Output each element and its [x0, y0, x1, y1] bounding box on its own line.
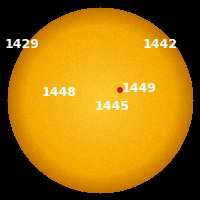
Text: 1445: 1445	[95, 100, 130, 114]
Text: 1449: 1449	[122, 82, 157, 95]
Text: 1442: 1442	[143, 38, 178, 51]
Circle shape	[118, 88, 122, 92]
Text: 1448: 1448	[42, 86, 77, 98]
Text: 1429: 1429	[5, 38, 40, 51]
